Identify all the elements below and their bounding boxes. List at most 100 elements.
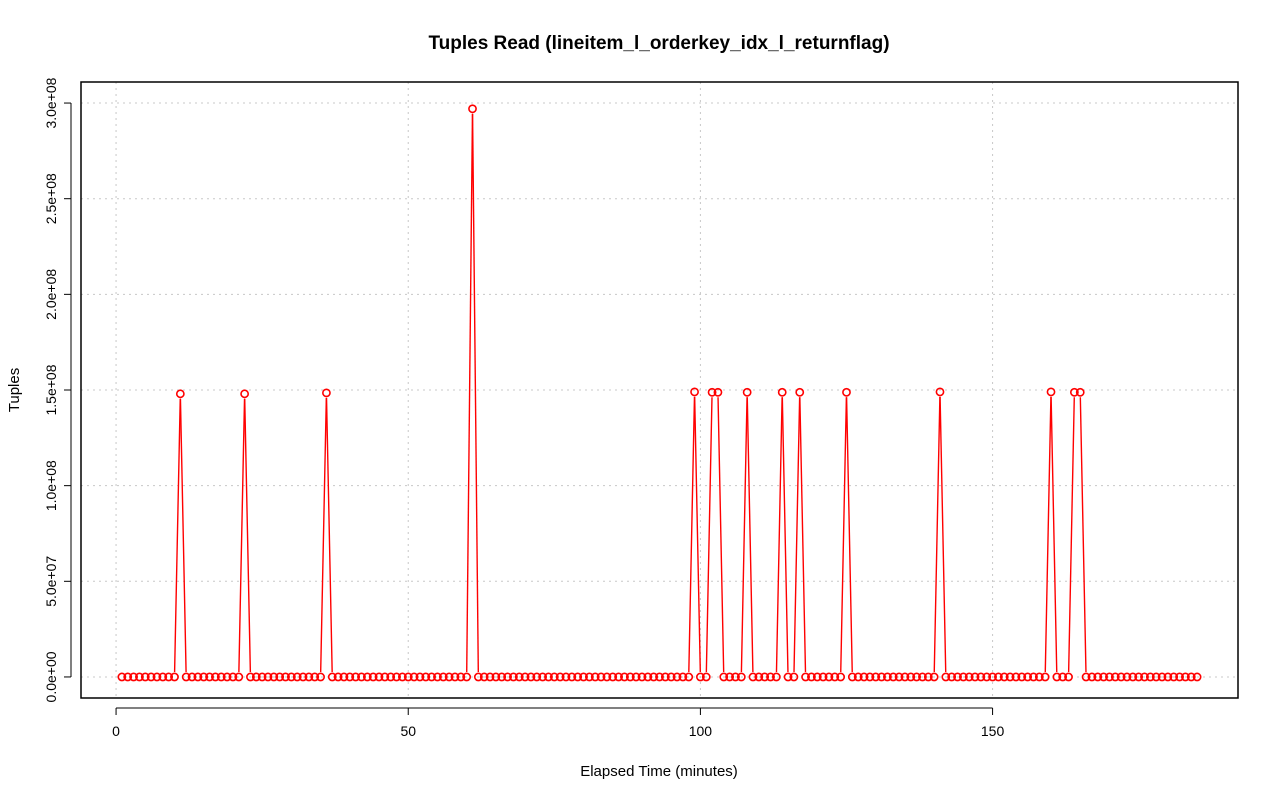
data-point <box>298 672 308 682</box>
series-segment <box>793 397 801 672</box>
data-point <box>573 672 583 682</box>
data-point <box>947 672 957 682</box>
data-point <box>1058 672 1068 682</box>
data-point <box>882 672 892 682</box>
data-point <box>789 672 799 682</box>
series-segment <box>775 397 783 672</box>
data-point <box>999 672 1009 682</box>
data-point <box>479 672 489 682</box>
data-point <box>1122 672 1132 682</box>
data-point <box>397 672 407 682</box>
data-point <box>380 672 390 682</box>
series-segment <box>799 397 807 672</box>
data-point <box>1110 672 1120 682</box>
data-point <box>807 672 816 682</box>
data-point <box>152 672 162 682</box>
data-point <box>421 672 431 682</box>
data-point <box>795 387 805 397</box>
data-point <box>538 672 548 682</box>
series-segment <box>717 397 725 672</box>
data-point <box>386 672 396 682</box>
grid <box>81 82 1238 698</box>
data-point <box>164 672 174 682</box>
data-point <box>1151 672 1161 682</box>
data-point <box>333 672 343 682</box>
data-point <box>450 672 460 682</box>
series-segment <box>244 398 252 672</box>
data-point <box>1140 672 1149 682</box>
data-point <box>304 672 314 682</box>
series-segment <box>693 396 702 672</box>
data-point <box>701 672 711 682</box>
series-segment <box>740 397 748 672</box>
chart-title: Tuples Read (lineitem_l_orderkey_idx_l_r… <box>428 33 889 54</box>
data-point <box>1011 672 1021 682</box>
data-point <box>941 672 951 682</box>
data-point <box>953 672 962 682</box>
data-point <box>771 672 781 682</box>
data-point <box>590 672 600 682</box>
data-point <box>1128 672 1138 682</box>
data-point <box>894 672 904 682</box>
series-segment <box>939 396 947 672</box>
data-point <box>1157 672 1167 682</box>
data-point <box>216 672 226 682</box>
data-point <box>579 672 588 682</box>
data-point <box>129 672 138 682</box>
data-point <box>713 387 723 397</box>
data-point <box>368 672 378 682</box>
data-point <box>620 672 629 682</box>
data-point <box>865 672 875 682</box>
data-point <box>1163 672 1173 682</box>
data-point <box>1192 672 1202 682</box>
data-point <box>240 389 250 399</box>
data-point <box>1064 672 1073 682</box>
data-point <box>731 672 740 682</box>
data-point <box>725 672 735 682</box>
data-point <box>643 672 653 682</box>
y-tick-label: 2.0e+08 <box>43 269 59 320</box>
data-point <box>210 672 220 682</box>
data-point <box>456 672 466 682</box>
data-point <box>567 672 577 682</box>
data-point <box>1186 672 1196 682</box>
data-point <box>544 672 553 682</box>
data-point <box>140 672 150 682</box>
data-point <box>339 672 349 682</box>
data-point <box>549 672 559 682</box>
data-point <box>935 387 945 397</box>
data-point <box>374 672 384 682</box>
data-point <box>561 672 571 682</box>
plot-frame <box>80 81 1239 699</box>
data-point <box>520 672 530 682</box>
data-point <box>409 672 419 682</box>
data-point <box>637 672 647 682</box>
data-point <box>824 672 834 682</box>
series-segment <box>688 396 696 672</box>
data-point <box>929 672 939 682</box>
series-segment <box>933 396 941 672</box>
data-point <box>690 387 699 397</box>
data-point <box>1005 672 1015 682</box>
data-point <box>117 672 127 682</box>
series-segment <box>840 397 848 672</box>
data-point <box>923 672 933 682</box>
data-point <box>1099 672 1109 682</box>
series-segment <box>238 398 246 672</box>
data-point <box>760 672 770 682</box>
data-point <box>877 672 886 682</box>
data-point <box>614 672 623 682</box>
data-point <box>660 672 670 682</box>
data-point <box>847 672 857 682</box>
data-point <box>812 672 822 682</box>
data-point <box>871 672 881 682</box>
data-point <box>357 672 366 682</box>
data-point <box>234 672 244 682</box>
data-point <box>187 672 197 682</box>
data-point <box>906 672 916 682</box>
data-point <box>310 672 320 682</box>
y-tick-label: 3.0e+08 <box>43 77 59 128</box>
x-axis: 0 50 100 150 <box>112 707 1004 739</box>
data-point <box>736 672 746 682</box>
